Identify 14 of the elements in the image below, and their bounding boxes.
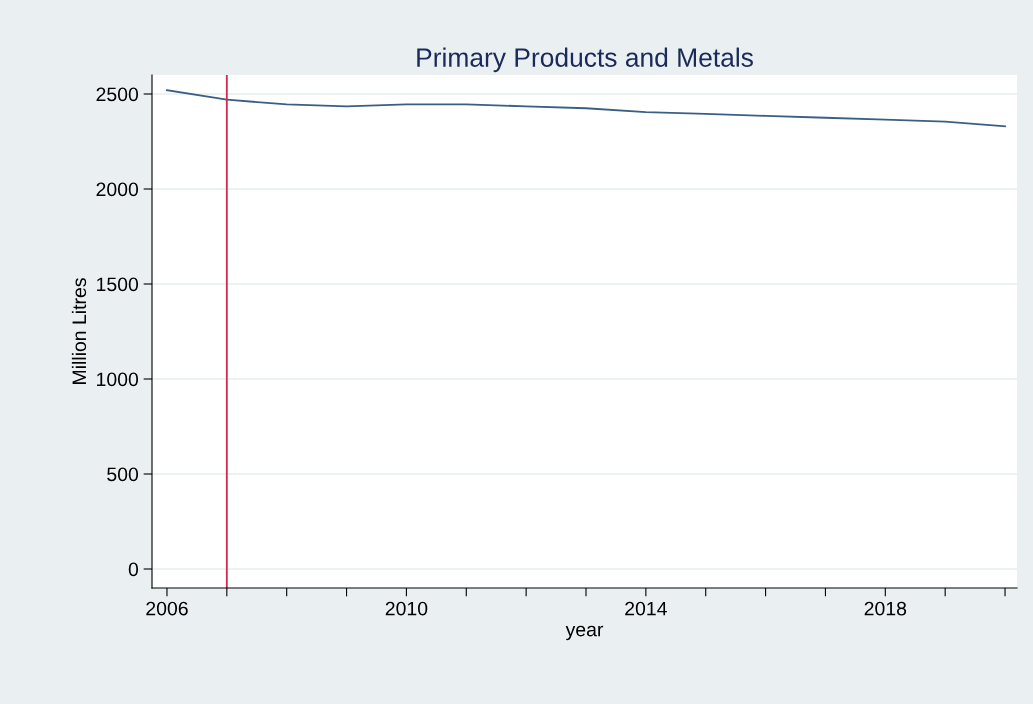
x-tick-label: 2014	[625, 601, 667, 616]
y-tick-label: 0	[128, 562, 139, 577]
x-tick-label: 2018	[864, 601, 907, 616]
y-tick-label: 1000	[97, 372, 139, 387]
x-tick-label: 2006	[146, 601, 188, 616]
y-tick-label: 2000	[96, 182, 139, 197]
chart-title: Primary Products and Metals	[417, 47, 753, 73]
line-series	[166, 89, 1006, 128]
x-tick-label: 2010	[385, 601, 428, 616]
x-axis-title: year	[565, 625, 604, 641]
y-tick-label: 2500	[96, 87, 139, 102]
y-tick-label: 500	[107, 467, 139, 482]
y-axis-title: Million Litres	[71, 278, 87, 384]
y-tick-label: 1500	[97, 277, 139, 292]
